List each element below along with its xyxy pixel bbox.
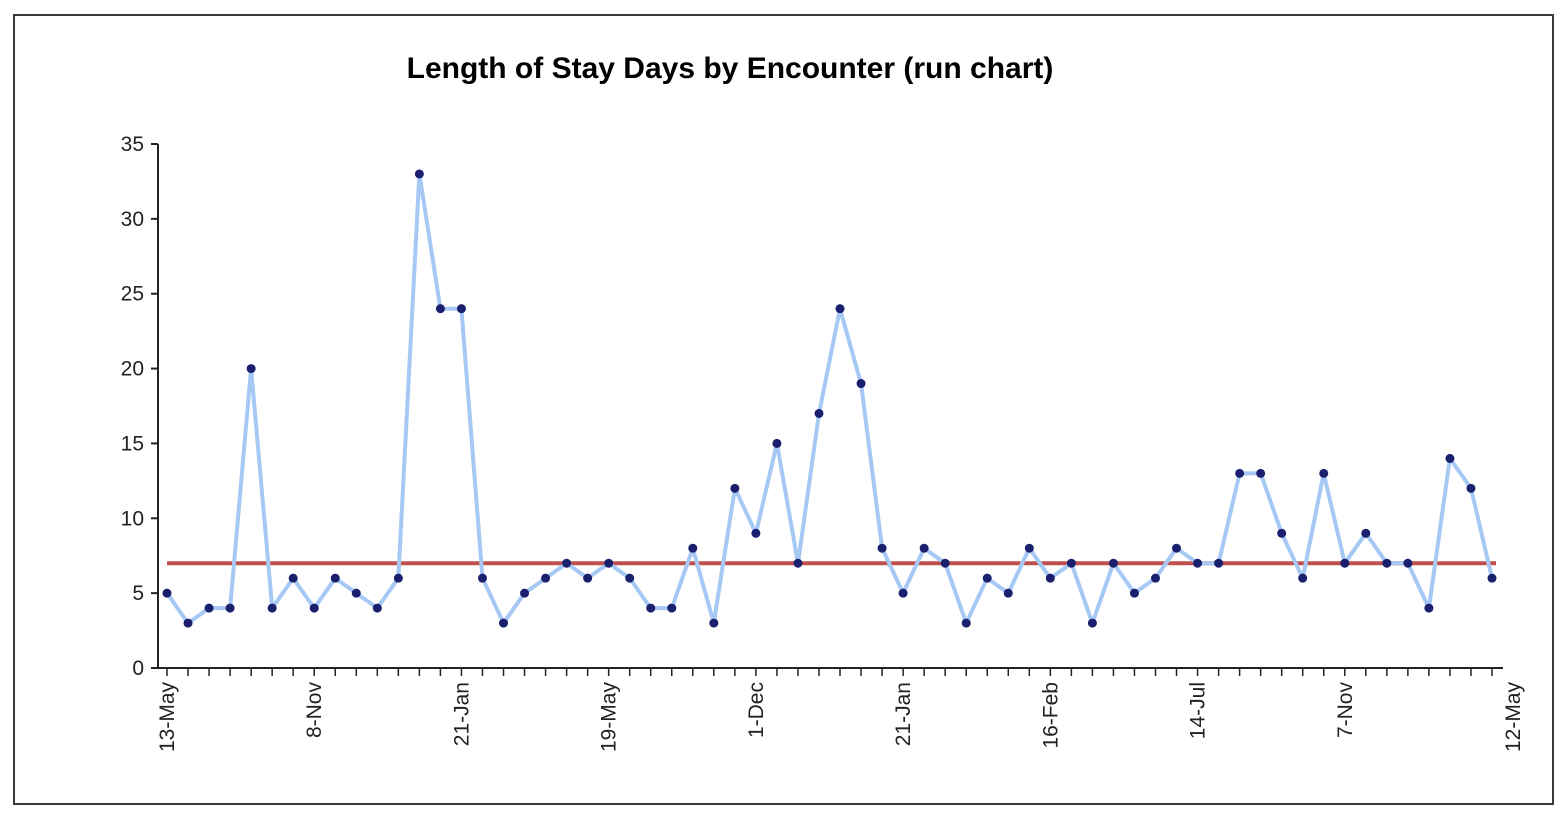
data-point [1445, 453, 1455, 463]
data-point [1066, 558, 1076, 568]
data-point [435, 304, 445, 314]
data-point [583, 573, 593, 583]
data-point [1403, 558, 1413, 568]
data-point [1150, 573, 1160, 583]
y-tick-label: 5 [132, 582, 144, 605]
data-point [1487, 573, 1497, 583]
data-point [814, 408, 824, 418]
data-point [288, 573, 298, 583]
data-point [246, 364, 256, 374]
y-tick-label: 25 [121, 283, 144, 306]
data-point [1424, 603, 1434, 613]
data-point [604, 558, 614, 568]
data-point [1214, 558, 1224, 568]
data-point [1361, 528, 1371, 538]
data-point [646, 603, 656, 613]
series-line [165, 171, 1494, 626]
data-point [456, 304, 466, 314]
x-tick-label: 7-Nov [1334, 682, 1357, 739]
data-point [1172, 543, 1182, 553]
x-tick-label: 21-Jan [892, 682, 915, 746]
data-point [330, 573, 340, 583]
data-point [1108, 558, 1118, 568]
x-tick-label: 21-Jan [450, 682, 473, 746]
data-point [183, 618, 193, 628]
data-point [351, 588, 361, 598]
data-point [961, 618, 971, 628]
data-point [1193, 558, 1203, 568]
data-point [772, 438, 782, 448]
data-point [204, 603, 214, 613]
data-point [982, 573, 992, 583]
data-point [1129, 588, 1139, 598]
data-point [625, 573, 635, 583]
data-point [898, 588, 908, 598]
y-tick-label: 10 [121, 507, 144, 530]
x-tick-label: 1-Dec [745, 682, 768, 738]
data-point [730, 483, 740, 493]
x-tick-label: 8-Nov [303, 682, 326, 739]
data-point [1045, 573, 1055, 583]
data-point [877, 543, 887, 553]
data-point [667, 603, 677, 613]
data-point [414, 169, 424, 179]
x-tick-label: 19-May [598, 682, 621, 753]
data-point [1087, 618, 1097, 628]
data-point [162, 588, 172, 598]
data-point [1003, 588, 1013, 598]
data-point [541, 573, 551, 583]
x-tick-label: 14-Jul [1187, 682, 1210, 739]
data-point [751, 528, 761, 538]
series-group [162, 169, 1497, 628]
y-tick-label: 20 [121, 358, 144, 381]
data-point [793, 558, 803, 568]
data-point [1298, 573, 1308, 583]
data-point [267, 603, 277, 613]
data-point [1466, 483, 1476, 493]
data-point [688, 543, 698, 553]
tick-labels: 0 5 10 15 20 25 30 35 13-May 8-Nov 21-Jan 19-May 1-D… [121, 133, 1525, 752]
data-point [393, 573, 403, 583]
data-point [919, 543, 929, 553]
data-point [1340, 558, 1350, 568]
data-point [372, 603, 382, 613]
y-tick-label: 15 [121, 432, 144, 455]
chart-title: Length of Stay Days by Encounter (run ch… [406, 52, 1054, 85]
data-point [709, 618, 719, 628]
chart-frame [13, 14, 1554, 805]
y-tick-label: 30 [121, 208, 144, 231]
x-tick-label: 16-Feb [1039, 682, 1062, 749]
data-point [499, 618, 509, 628]
data-point [1382, 558, 1392, 568]
axes [151, 143, 1503, 676]
data-point [562, 558, 572, 568]
data-point [477, 573, 487, 583]
data-point [1256, 468, 1266, 478]
data-point [1024, 543, 1034, 553]
data-point [1319, 468, 1329, 478]
data-point [309, 603, 319, 613]
data-point [856, 379, 866, 389]
data-point [940, 558, 950, 568]
y-tick-label: 35 [121, 133, 144, 156]
x-tick-label: 12-May [1502, 682, 1525, 753]
data-point [835, 304, 845, 314]
data-point [1277, 528, 1287, 538]
data-point [1235, 468, 1245, 478]
x-tick-label: 13-May [156, 682, 179, 753]
data-point [520, 588, 530, 598]
data-point [225, 603, 235, 613]
y-tick-label: 0 [132, 657, 144, 680]
